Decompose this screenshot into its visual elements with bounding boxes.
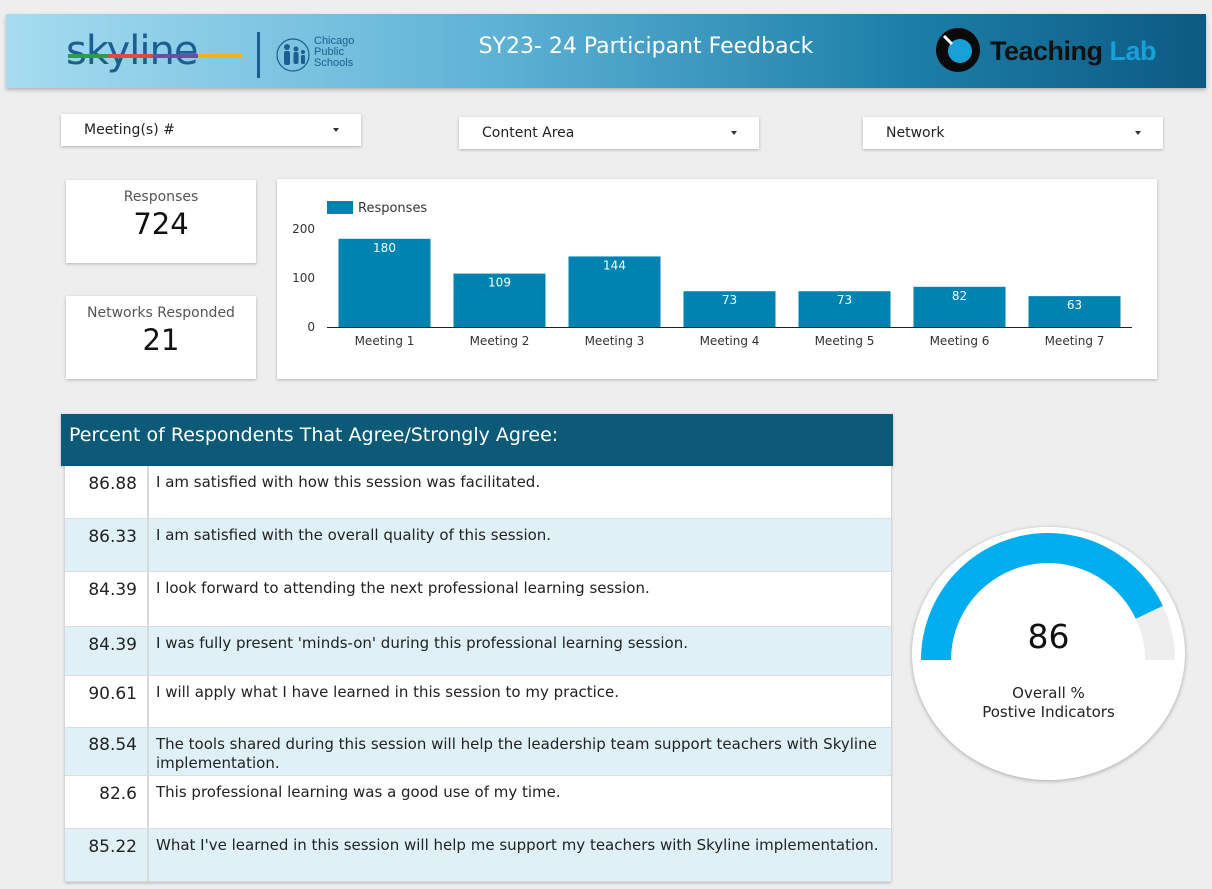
bar-data-label: 73: [837, 293, 852, 307]
network-filter-dropdown[interactable]: Network: [863, 117, 1163, 149]
row-statement-text: I was fully present 'minds-on' during th…: [156, 634, 689, 652]
table-row: 86.88 I am satisfied with how this sessio…: [65, 466, 891, 519]
gauge-fill: [921, 533, 1163, 660]
legend-label: Responses: [358, 201, 427, 216]
bar-data-label: 73: [722, 293, 737, 307]
row-percent-value: 90.61: [65, 676, 149, 727]
table-row: 84.39 I look forward to attending the nex…: [65, 572, 891, 627]
y-tick-label: 0: [307, 320, 315, 334]
cps-line-3: Schools: [314, 57, 354, 69]
feedback-table: 86.88 I am satisfied with how this sessio…: [65, 466, 891, 882]
responses-kpi-label: Responses: [123, 189, 199, 205]
teaching-lab-ring-icon: [936, 28, 980, 72]
content-area-filter-dropdown[interactable]: Content Area: [459, 117, 759, 149]
bar-data-label: 82: [952, 289, 967, 303]
logo-divider: [257, 32, 260, 78]
teaching-word: Teaching: [990, 36, 1103, 66]
cps-children-icon: [276, 38, 310, 72]
cps-line-2: Public: [314, 46, 344, 58]
bar: [338, 238, 431, 327]
x-tick-label: Meeting 6: [930, 334, 990, 348]
y-tick-label: 100: [292, 271, 315, 285]
bar-data-label: 144: [603, 258, 626, 272]
row-statement-text: I am satisfied with how this session was…: [156, 473, 541, 491]
lab-word: Lab: [1109, 36, 1157, 66]
row-percent-value: 84.39: [65, 627, 149, 675]
row-percent-value: 88.54: [65, 728, 149, 775]
bar: [453, 273, 546, 327]
networks-kpi-label: Networks Responded: [87, 305, 235, 321]
page-title: SY23- 24 Participant Feedback: [478, 34, 814, 59]
bar: [568, 256, 661, 327]
x-tick-label: Meeting 7: [1045, 334, 1105, 348]
teaching-lab-logo: Teaching Lab: [930, 22, 1170, 80]
row-statement-text: I am satisfied with the overall quality …: [156, 526, 552, 544]
table-row: 90.61 I will apply what I have learned in…: [65, 676, 891, 728]
table-row: 86.33 I am satisfied with the overall qua…: [65, 519, 891, 572]
cps-line-1: Chicago: [314, 35, 355, 47]
skyline-logo-text: skyline: [66, 28, 198, 74]
y-tick-label: 200: [292, 222, 315, 236]
overall-gauge: [921, 533, 1175, 660]
table-row: 84.39 I was fully present 'minds-on' duri…: [65, 627, 891, 676]
bar: [683, 291, 776, 327]
row-percent-value: 85.22: [65, 829, 149, 881]
responses-kpi-value: 724: [133, 207, 189, 241]
row-statement-text: I look forward to attending the next pro…: [156, 579, 650, 597]
row-statement-text: This professional learning was a good us…: [156, 783, 561, 801]
bar: [798, 291, 891, 327]
bar: [1028, 296, 1121, 327]
row-percent-value: 82.6: [65, 776, 149, 828]
row-percent-value: 86.33: [65, 519, 149, 571]
responses-bar-chart-card: Responses 0 100 200 180 Meeting 1 109 Meeting 2…: [277, 179, 1157, 379]
row-statement-text: What I've learned in this session will h…: [156, 836, 879, 854]
content-area-filter-label: Content Area: [482, 125, 575, 141]
cps-logo-text: Chicago Public Schools: [314, 36, 354, 69]
row-percent-value: 86.88: [65, 466, 149, 518]
cps-logo: Chicago Public Schools: [276, 34, 371, 74]
teaching-lab-wordmark: Teaching Lab: [990, 36, 1157, 67]
x-tick-label: Meeting 2: [470, 334, 530, 348]
x-tick-label: Meeting 4: [700, 334, 760, 348]
bar-data-label: 63: [1067, 298, 1082, 312]
networks-kpi-card: Networks Responded 21: [66, 296, 256, 379]
gauge-label: Overall % Postive Indicators: [912, 684, 1185, 722]
responses-kpi-card: Responses 724: [66, 180, 256, 263]
x-tick-label: Meeting 1: [355, 334, 415, 348]
chevron-down-icon: [731, 131, 737, 135]
networks-kpi-value: 21: [142, 323, 180, 357]
bar-data-label: 109: [488, 276, 511, 290]
overall-gauge-card: 86 Overall % Postive Indicators: [912, 527, 1185, 780]
meetings-filter-dropdown[interactable]: Meeting(s) #: [61, 114, 361, 146]
chevron-down-icon: [1135, 131, 1141, 135]
x-tick-label: Meeting 5: [815, 334, 875, 348]
table-title: Percent of Respondents That Agree/Strong…: [61, 414, 893, 466]
skyline-logo-stripes-icon: [68, 54, 242, 58]
row-statement-text: I will apply what I have learned in this…: [156, 683, 620, 701]
chevron-down-icon: [333, 128, 339, 132]
x-tick-label: Meeting 3: [585, 334, 645, 348]
skyline-logo: skyline: [66, 28, 242, 74]
gauge-label-line-1: Overall %: [1012, 684, 1085, 702]
table-row: 85.22 What I've learned in this session w…: [65, 829, 891, 882]
row-statement-text: The tools shared during this session wil…: [156, 735, 877, 772]
bar: [913, 286, 1006, 327]
gauge-label-line-2: Postive Indicators: [982, 703, 1115, 721]
gauge-value: 86: [1027, 617, 1070, 656]
table-row: 82.6 This professional learning was a goo…: [65, 776, 891, 829]
responses-bar-chart: Responses 0 100 200 180 Meeting 1 109 Meeting 2…: [292, 201, 1132, 348]
header-banner: skyline Chicago Public Schools SY23- 24 …: [6, 14, 1206, 88]
legend-swatch: [327, 201, 353, 214]
bar-data-label: 180: [373, 241, 396, 255]
row-percent-value: 84.39: [65, 572, 149, 626]
table-row: 88.54 The tools shared during this sessio…: [65, 728, 891, 776]
network-filter-label: Network: [886, 125, 945, 141]
meetings-filter-label: Meeting(s) #: [84, 122, 175, 138]
